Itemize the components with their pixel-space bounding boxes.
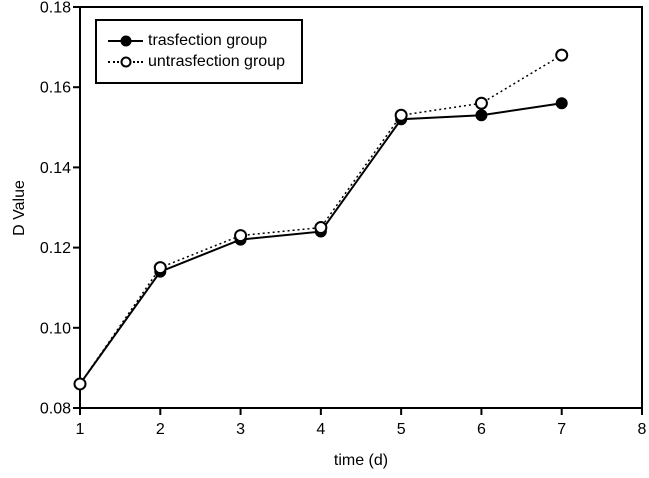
filled-circle-icon [120,35,131,46]
legend: trasfection group untrasfection group [95,19,303,84]
x-tick-label: 7 [557,421,566,438]
series-line-0 [79,102,562,385]
y-tick-label: 0.16 [40,80,71,97]
y-tick-label: 0.10 [40,320,71,337]
legend-label-untrasfection: untrasfection group [148,53,285,70]
series-marker-1 [73,377,87,391]
open-circle-icon [120,56,131,67]
series-marker-1 [394,108,408,122]
legend-item-untrasfection: untrasfection group [108,52,301,73]
legend-sample-solid-line [108,35,143,48]
y-tick-label: 0.12 [40,240,71,257]
series-marker-1 [314,221,328,235]
series-marker-0 [475,109,488,122]
plot-frame [79,6,643,409]
series-marker-1 [474,96,488,110]
legend-label-trasfection: trasfection group [148,32,268,49]
series-marker-1 [555,48,569,62]
y-tick-label: 0.18 [40,0,71,17]
x-tick-label: 8 [638,421,647,438]
series-marker-1 [153,261,167,275]
x-axis-title: time (d) [333,452,389,469]
x-tick-label: 5 [397,421,406,438]
x-tick-label: 3 [236,421,245,438]
series-marker-0 [555,97,568,110]
y-axis-title: D Value [11,180,28,236]
x-tick-label: 6 [477,421,486,438]
series-line-1 [79,54,563,385]
legend-item-trasfection: trasfection group [108,31,301,52]
x-tick-label: 4 [316,421,325,438]
series-marker-1 [234,229,248,243]
x-tick-label: 2 [156,421,165,438]
y-tick-label: 0.08 [40,401,71,418]
legend-sample-dotted-line [108,56,143,69]
y-tick-label: 0.14 [40,160,71,177]
x-tick-label: 1 [76,421,85,438]
